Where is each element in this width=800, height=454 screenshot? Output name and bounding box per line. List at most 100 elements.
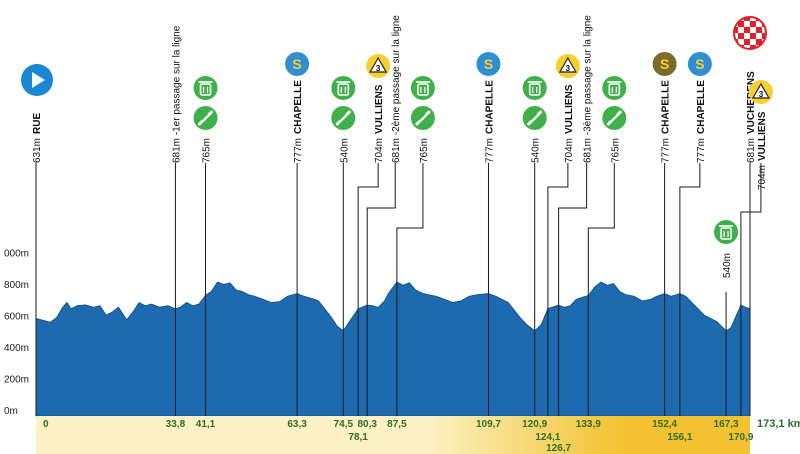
- kom-icon: 3: [366, 54, 391, 78]
- y-axis: 0m 200m 400m 600m 800m 000m: [4, 249, 29, 418]
- food-bar-mark: [530, 113, 538, 121]
- point-line: [396, 163, 424, 416]
- finish-ring: [733, 16, 767, 50]
- km-mark-label: 78,1: [348, 432, 368, 443]
- checker-square: [734, 27, 738, 33]
- km-mark-label: 126,7: [546, 443, 571, 454]
- point-altitude-text: 681m -2ème passage sur la ligne: [391, 15, 402, 163]
- point-altitude-text: 704m: [757, 165, 768, 190]
- food-icon: [522, 106, 547, 130]
- food-icon: [602, 106, 627, 130]
- point-altitude-text: 631m: [32, 138, 43, 163]
- y-tick-label: 200m: [4, 375, 29, 386]
- kom-icon: 3: [555, 54, 580, 78]
- checker-square: [744, 39, 750, 45]
- sprint-alt-icon: S: [652, 52, 677, 76]
- point-place-name: CHAPELLE: [484, 80, 495, 134]
- point-altitude-text: 704m: [374, 138, 385, 163]
- point-place-name: VULLIENS: [374, 84, 385, 134]
- point-label: 540m: [722, 253, 733, 278]
- checker-square: [756, 27, 762, 33]
- checker-square: [762, 33, 766, 39]
- point-place-name: VULLIENS: [757, 111, 768, 161]
- point-line: [357, 163, 379, 416]
- bin-body: [528, 83, 541, 96]
- food-icon: [331, 106, 356, 130]
- checker-square: [756, 39, 762, 45]
- point-place-name: VUCHERENS: [746, 71, 757, 134]
- food-icon: [410, 106, 435, 130]
- point-place-name: CHAPELLE: [293, 80, 304, 134]
- food-bar: [335, 110, 351, 126]
- km-labels: 0 33,8 41,1 63,3 74,5 78,1 80,3 87,5 109,7 120,9 1…: [43, 419, 754, 454]
- play-glyph: [32, 72, 45, 88]
- km-mark-label: 109,7: [476, 419, 501, 430]
- feed-icon: [522, 76, 547, 100]
- km-mark-label: 152,4: [652, 419, 677, 430]
- point-altitude-text: 765m: [419, 138, 430, 163]
- kom-icon: 3: [748, 80, 773, 104]
- food-icon: [193, 106, 218, 130]
- km-mark-label: 0: [43, 419, 49, 430]
- checker-square: [738, 33, 744, 39]
- point-label: 704m VULLIENS: [564, 84, 575, 163]
- sprint-icon-circle: [285, 52, 310, 76]
- checker-square: [750, 45, 756, 49]
- point-label: 681m -1er passage sur la ligne: [171, 25, 182, 163]
- checker-square: [762, 45, 766, 49]
- feed-icon: [410, 76, 435, 100]
- food-bar: [415, 110, 431, 126]
- km-mark-label: 156,1: [667, 432, 692, 443]
- point-label: 777m CHAPELLE: [696, 80, 707, 163]
- food-bar: [198, 110, 214, 126]
- checker-square: [744, 27, 750, 33]
- y-tick-label: 600m: [4, 312, 29, 323]
- point-altitude-text: 777m: [696, 138, 707, 163]
- sprint-letter: S: [695, 56, 704, 72]
- sprint-letter: S: [292, 56, 301, 72]
- point-place-name: CHAPELLE: [661, 80, 672, 134]
- km-mark-label: 167,3: [714, 419, 739, 430]
- checker-square: [750, 21, 756, 27]
- point-label: 681m VUCHERENS: [746, 71, 757, 163]
- bin-body: [608, 83, 621, 96]
- kom-category: 3: [759, 90, 764, 99]
- feed-icon-circle: [714, 220, 739, 244]
- kom-triangle: [369, 56, 388, 73]
- point-line: [740, 163, 762, 416]
- finish-checker: [734, 17, 766, 49]
- point-label: 765m: [610, 138, 621, 163]
- feed-icon: [193, 76, 218, 100]
- point-label: 765m: [419, 138, 430, 163]
- sprint-icon: S: [285, 52, 310, 76]
- sprint-icon-circle: [476, 52, 501, 76]
- feed-icon-circle: [331, 76, 356, 100]
- distance-band: [36, 416, 750, 454]
- feed-icon-circle: [193, 76, 218, 100]
- point-altitude-text: 777m: [661, 138, 672, 163]
- point-label: 765m: [202, 138, 213, 163]
- start-icon: [21, 64, 53, 96]
- bin-body: [417, 83, 429, 96]
- point-label: 681m -3ème passage sur la ligne: [583, 15, 594, 163]
- bin-body: [337, 83, 350, 96]
- point-altitude-text: 681m -1er passage sur la ligne: [171, 25, 182, 163]
- sprint-letter: S: [484, 56, 493, 72]
- y-tick-label: 0m: [4, 406, 18, 417]
- finish-icon: [733, 16, 767, 50]
- point-place-name: VULLIENS: [564, 84, 575, 134]
- sprint-icon: S: [476, 52, 501, 76]
- km-mark-label: 133,9: [576, 419, 601, 430]
- kom-triangle: [751, 82, 770, 99]
- km-mark-label: 74,5: [334, 419, 354, 430]
- point-altitude-text: 765m: [610, 138, 621, 163]
- y-tick-label: 800m: [4, 280, 29, 291]
- point-label: 631m RUE: [32, 113, 43, 163]
- km-mark-label: 87,5: [387, 419, 407, 430]
- sprint-icon-circle: [652, 52, 677, 76]
- checker-square: [750, 33, 756, 39]
- food-bar-mark: [418, 113, 426, 121]
- point-label: 540m: [531, 138, 542, 163]
- point-label: 704m VULLIENS: [757, 111, 768, 190]
- point-altitude-text: 704m: [564, 138, 575, 163]
